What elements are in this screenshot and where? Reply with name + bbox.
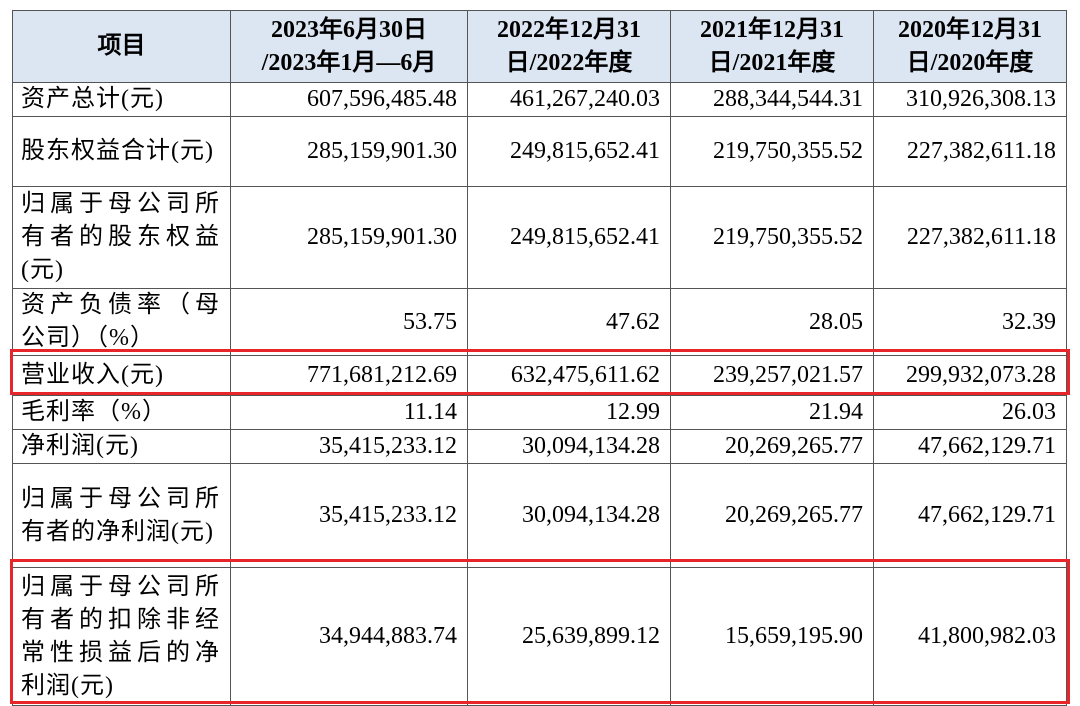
table-row: 归属于母公司所有者的净利润(元) 35,415,233.12 30,094,134.… — [12, 463, 1067, 568]
row-label: 归属于母公司所有者的净利润(元) — [12, 463, 231, 568]
value-cell: 607,596,485.48 — [230, 82, 468, 117]
value-cell: 53.75 — [230, 288, 468, 356]
value-cell: 25,639,899.12 — [467, 567, 671, 706]
value-cell: 35,415,233.12 — [230, 463, 468, 568]
value-cell: 21.94 — [670, 395, 874, 430]
financial-table: 项目 2023年6月30日 /2023年1月—6月 2022年12月31 日/202… — [12, 10, 1067, 706]
row-label: 净利润(元) — [12, 429, 231, 464]
table-row: 营业收入(元) 771,681,212.69 632,475,611.62 239,2… — [12, 355, 1067, 396]
value-cell: 47.62 — [467, 288, 671, 356]
value-cell: 47,662,129.71 — [873, 463, 1067, 568]
highlight-box — [10, 559, 1070, 704]
value-cell: 26.03 — [873, 395, 1067, 430]
value-cell: 249,815,652.41 — [467, 186, 671, 289]
header-cell: 2021年12月31 日/2021年度 — [670, 10, 874, 83]
table-row: 资产负债率（母公司）（%） 53.75 47.62 28.05 32.39 — [12, 288, 1067, 356]
value-cell: 20,269,265.77 — [670, 463, 874, 568]
header-cell: 2022年12月31 日/2022年度 — [467, 10, 671, 83]
row-label: 资产总计(元) — [12, 82, 231, 117]
highlight-box — [10, 349, 1070, 395]
value-cell: 227,382,611.18 — [873, 116, 1067, 187]
row-label: 归属于母公司所有者的扣除非经常性损益后的净利润(元) — [12, 567, 231, 706]
value-cell: 310,926,308.13 — [873, 82, 1067, 117]
header-cell: 2020年12月31 日/2020年度 — [873, 10, 1067, 83]
value-cell: 219,750,355.52 — [670, 186, 874, 289]
row-label: 资产负债率（母公司）（%） — [12, 288, 231, 356]
table-row: 归属于母公司所有者的股东权益(元) 285,159,901.30 249,815,6… — [12, 186, 1067, 289]
value-cell: 219,750,355.52 — [670, 116, 874, 187]
value-cell: 32.39 — [873, 288, 1067, 356]
value-cell: 20,269,265.77 — [670, 429, 874, 464]
value-cell: 15,659,195.90 — [670, 567, 874, 706]
value-cell: 285,159,901.30 — [230, 186, 468, 289]
value-cell: 30,094,134.28 — [467, 463, 671, 568]
table-row: 归属于母公司所有者的扣除非经常性损益后的净利润(元) 34,944,883.74 2… — [12, 567, 1067, 706]
value-cell: 771,681,212.69 — [230, 355, 468, 396]
row-label: 归属于母公司所有者的股东权益(元) — [12, 186, 231, 289]
value-cell: 12.99 — [467, 395, 671, 430]
row-label: 毛利率（%） — [12, 395, 231, 430]
header-row: 项目 2023年6月30日 /2023年1月—6月 2022年12月31 日/202… — [12, 10, 1067, 83]
value-cell: 41,800,982.03 — [873, 567, 1067, 706]
value-cell: 285,159,901.30 — [230, 116, 468, 187]
row-label: 股东权益合计(元) — [12, 116, 231, 187]
value-cell: 632,475,611.62 — [467, 355, 671, 396]
header-cell: 2023年6月30日 /2023年1月—6月 — [230, 10, 468, 83]
value-cell: 299,932,073.28 — [873, 355, 1067, 396]
value-cell: 28.05 — [670, 288, 874, 356]
value-cell: 30,094,134.28 — [467, 429, 671, 464]
table-row: 毛利率（%） 11.14 12.99 21.94 26.03 — [12, 395, 1067, 430]
table-row: 股东权益合计(元) 285,159,901.30 249,815,652.41 219… — [12, 116, 1067, 187]
value-cell: 249,815,652.41 — [467, 116, 671, 187]
value-cell: 34,944,883.74 — [230, 567, 468, 706]
row-label: 营业收入(元) — [12, 355, 231, 396]
value-cell: 227,382,611.18 — [873, 186, 1067, 289]
value-cell: 47,662,129.71 — [873, 429, 1067, 464]
table-body: 资产总计(元) 607,596,485.48 461,267,240.03 288,3… — [12, 82, 1067, 706]
value-cell: 11.14 — [230, 395, 468, 430]
table-row: 净利润(元) 35,415,233.12 30,094,134.28 20,269,2… — [12, 429, 1067, 464]
value-cell: 288,344,544.31 — [670, 82, 874, 117]
value-cell: 35,415,233.12 — [230, 429, 468, 464]
value-cell: 461,267,240.03 — [467, 82, 671, 117]
header-cell: 项目 — [12, 10, 231, 83]
table-row: 资产总计(元) 607,596,485.48 461,267,240.03 288,3… — [12, 82, 1067, 117]
